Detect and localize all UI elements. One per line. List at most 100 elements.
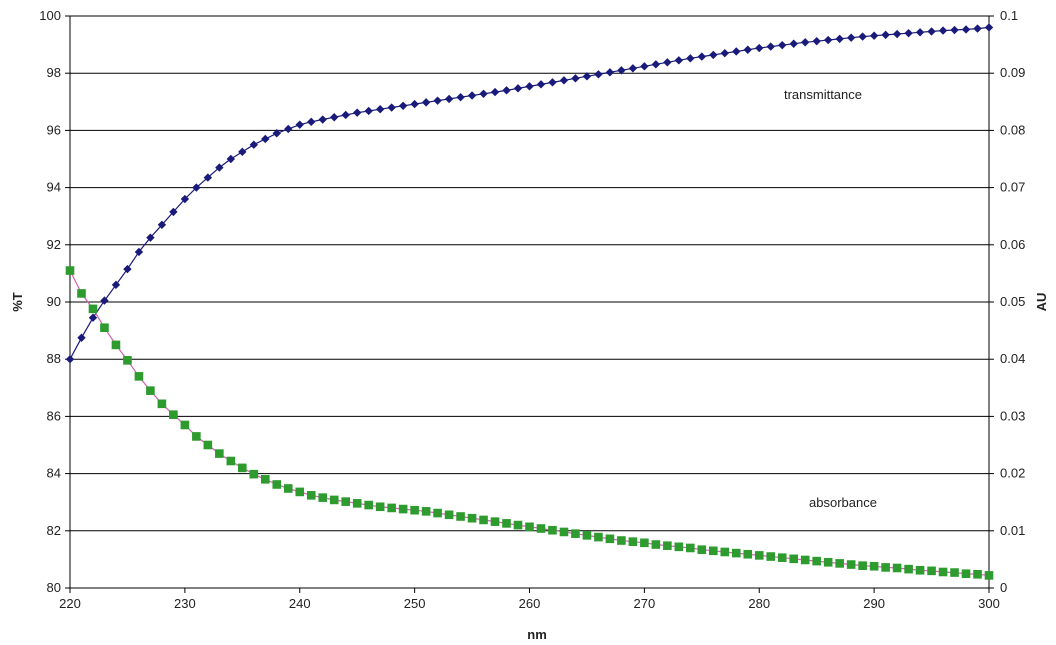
absorbance-point <box>272 480 282 489</box>
absorbance-point <box>892 563 902 573</box>
transmittance-point <box>203 173 213 182</box>
transmittance-point <box>157 220 167 229</box>
absorbance-point <box>410 505 419 515</box>
x-tick-label: 280 <box>748 596 770 611</box>
transmittance-point <box>628 64 638 73</box>
y2-tick-label: 0.1 <box>1000 8 1018 23</box>
y2-tick-label: 0.03 <box>1000 408 1025 423</box>
y-tick-label: 84 <box>47 466 61 481</box>
transmittance-point <box>640 62 649 71</box>
y-tick-label: 94 <box>47 180 61 195</box>
absorbance-point <box>594 532 603 542</box>
transmittance-point <box>904 28 913 38</box>
x-tick-label: 290 <box>863 596 885 611</box>
transmittance-point <box>226 154 236 164</box>
x-axis-title: nm <box>527 627 547 642</box>
absorbance-point <box>421 507 431 516</box>
absorbance-point <box>881 563 890 572</box>
absorbance-point <box>869 561 879 571</box>
transmittance-point <box>364 106 373 116</box>
absorbance-point <box>582 531 592 540</box>
absorbance-point <box>950 568 959 577</box>
transmittance-point <box>789 39 798 48</box>
absorbance-point <box>938 567 948 577</box>
transmittance-point <box>134 247 144 257</box>
transmittance-point <box>915 28 925 37</box>
absorbance-point <box>65 266 75 275</box>
transmittance-series <box>65 23 994 364</box>
transmittance-point <box>674 56 684 65</box>
absorbance-point <box>352 499 362 508</box>
absorbance-point <box>295 487 305 497</box>
transmittance-point <box>525 82 534 91</box>
transmittance-point <box>444 94 454 104</box>
transmittance-point <box>536 80 546 89</box>
transmittance-point <box>605 68 615 77</box>
absorbance-point <box>226 456 236 466</box>
absorbance-point <box>709 546 718 556</box>
absorbance-point <box>858 561 867 570</box>
absorbance-point <box>456 512 465 521</box>
transmittance-point <box>375 105 385 114</box>
absorbance-point <box>617 536 626 545</box>
transmittance-point <box>421 98 431 107</box>
y2-tick-label: 0.08 <box>1000 122 1025 137</box>
absorbance-point <box>731 548 741 558</box>
absorbance-point <box>697 545 707 554</box>
absorbance-series <box>65 266 994 580</box>
transmittance-point <box>881 30 890 40</box>
absorbance-point <box>559 527 569 537</box>
transmittance-point <box>651 60 661 69</box>
absorbance-point <box>754 551 764 560</box>
transmittance-point <box>387 103 396 112</box>
transmittance-point <box>835 34 844 44</box>
absorbance-point <box>686 543 695 553</box>
transmittance-point <box>111 280 121 290</box>
transmittance-point <box>709 50 718 60</box>
absorbance-point <box>961 569 971 578</box>
absorbance-point <box>192 432 201 441</box>
transmittance-point <box>513 84 523 93</box>
absorbance-point <box>651 540 661 549</box>
transmittance-annotation: transmittance <box>784 87 862 102</box>
y-tick-label: 92 <box>47 237 61 252</box>
x-tick-label: 230 <box>174 596 196 611</box>
absorbance-point <box>364 500 373 510</box>
transmittance-point <box>984 23 994 32</box>
y-tick-label: 96 <box>47 122 61 137</box>
absorbance-point <box>628 537 638 546</box>
transmittance-point <box>249 140 258 149</box>
transmittance-point <box>697 52 707 61</box>
absorbance-point <box>123 356 132 365</box>
left-axis-tick-labels: 80 82 84 86 88 90 92 94 96 98 100 <box>39 8 61 595</box>
transmittance-point <box>146 233 155 242</box>
absorbance-point <box>100 323 109 333</box>
transmittance-point <box>352 108 362 117</box>
transmittance-point <box>927 27 936 36</box>
absorbance-point <box>823 557 833 567</box>
absorbance-point <box>479 515 488 525</box>
y-tick-label: 100 <box>39 8 61 23</box>
absorbance-point <box>215 449 224 458</box>
transmittance-point <box>594 70 603 79</box>
transmittance-point <box>571 74 580 83</box>
transmittance-point <box>617 66 626 75</box>
absorbance-point <box>467 513 477 523</box>
transmittance-point <box>892 29 902 39</box>
y2-tick-label: 0.06 <box>1000 237 1025 252</box>
y-tick-label: 80 <box>47 580 61 595</box>
absorbance-point <box>525 522 534 532</box>
transmittance-point <box>973 24 982 33</box>
transmittance-point <box>720 48 729 58</box>
absorbance-point <box>663 541 672 550</box>
y-tick-label: 86 <box>47 408 61 423</box>
transmittance-point <box>846 33 856 42</box>
transmittance-point <box>180 194 190 204</box>
data-series <box>65 23 994 580</box>
absorbance-point <box>88 304 98 314</box>
absorbance-point <box>249 469 259 479</box>
transmittance-point <box>663 58 672 67</box>
absorbance-point <box>766 552 776 561</box>
absorbance-point <box>169 410 178 419</box>
